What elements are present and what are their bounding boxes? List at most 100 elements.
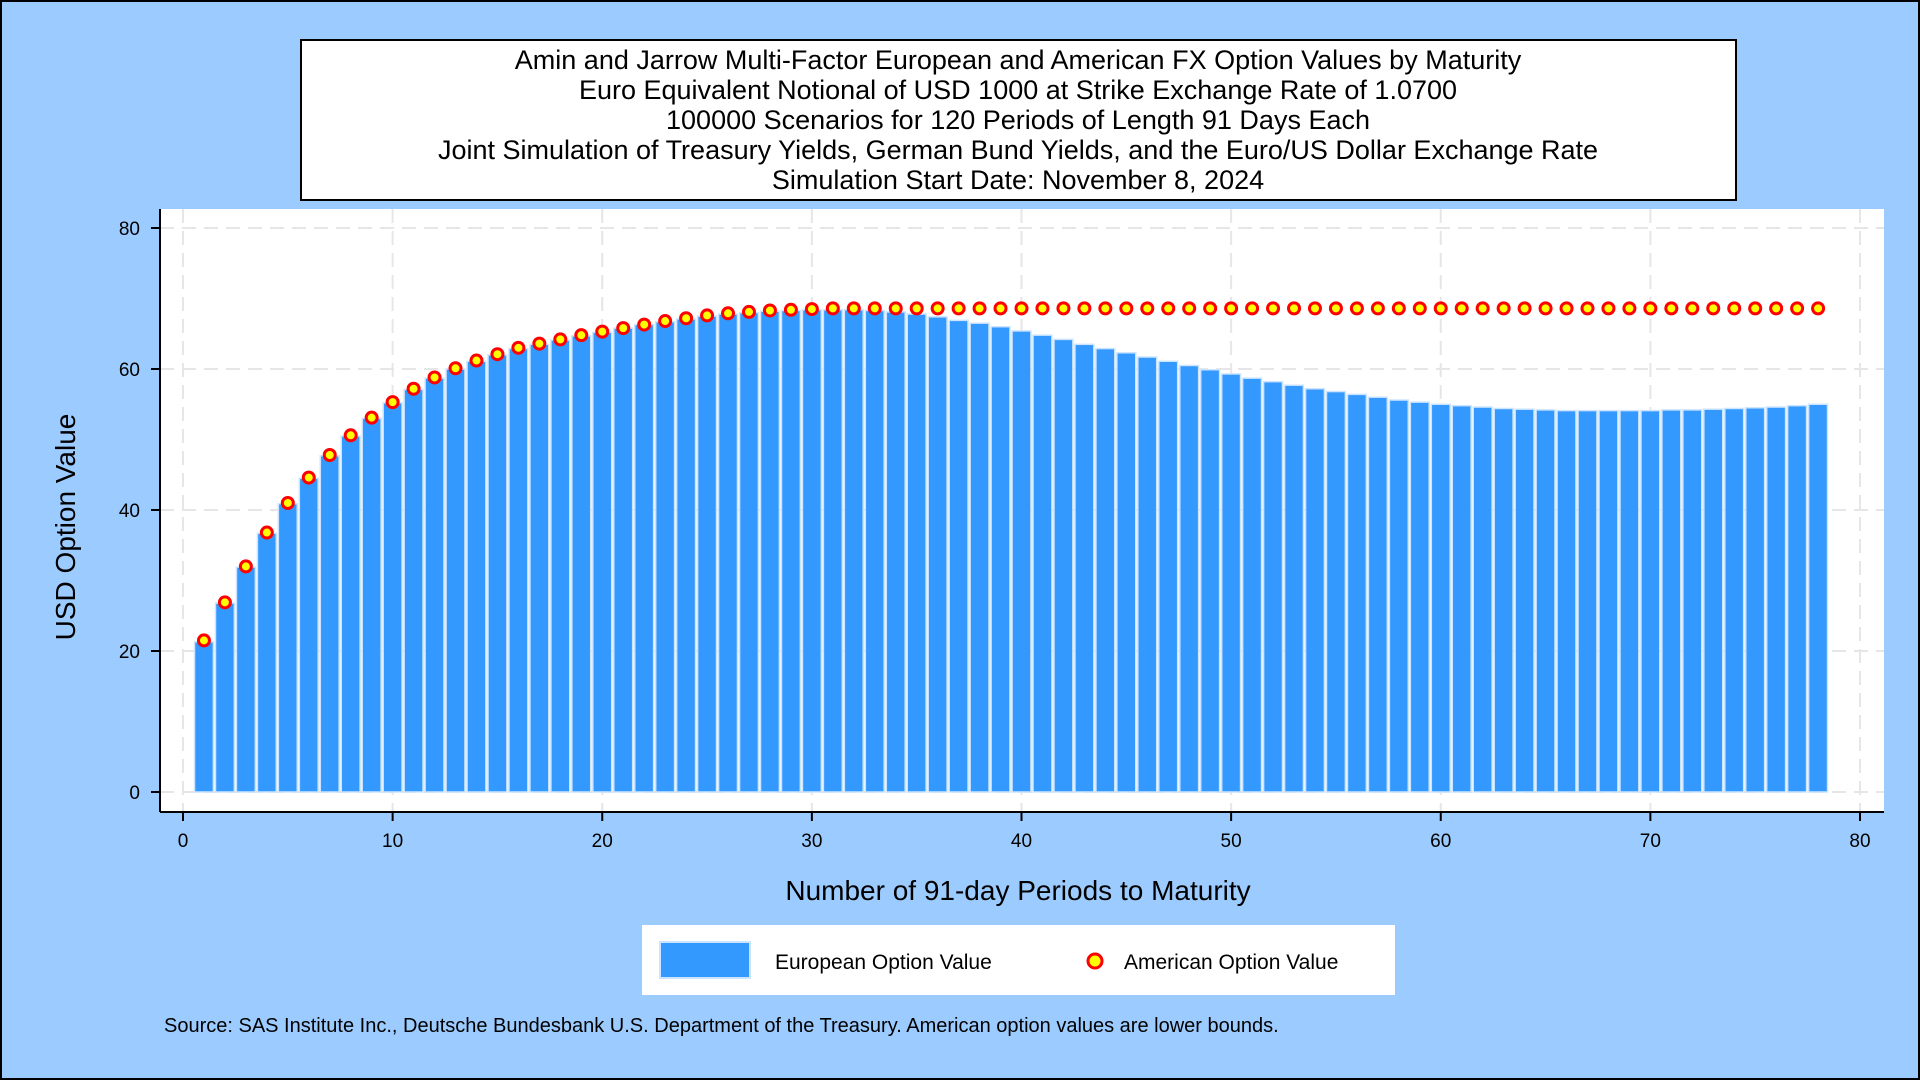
source-note: Source: SAS Institute Inc., Deutsche Bun…: [164, 1015, 1279, 1037]
axis-ticks: 0 10 20 30 40 50 60 70 80 0 20 40 60 80: [119, 219, 1871, 852]
bar-european-61: [1451, 404, 1472, 793]
marker-american-56: [1349, 301, 1364, 316]
bar-european-66: [1556, 409, 1577, 793]
marker-american-72: [1685, 301, 1700, 316]
y-tick-label-0: 0: [129, 783, 140, 804]
marker-american-20: [595, 324, 610, 339]
bar-european-41: [1032, 334, 1053, 793]
marker-american-19: [574, 328, 589, 343]
marker-american-1: [196, 633, 211, 648]
marker-american-21: [616, 321, 631, 336]
marker-american-32: [846, 301, 861, 316]
marker-american-43: [1077, 301, 1092, 316]
y-tick-label-2: 40: [119, 501, 140, 522]
bar-european-64: [1514, 408, 1535, 793]
bar-european-28: [759, 310, 781, 793]
marker-american-35: [909, 301, 924, 316]
marker-american-25: [700, 308, 715, 323]
bar-european-35: [906, 313, 927, 793]
bar-european-38: [969, 322, 990, 793]
bar-european-48: [1179, 364, 1200, 793]
marker-american-50: [1224, 301, 1239, 316]
bar-european-42: [1053, 338, 1074, 793]
y-tick-label-4: 80: [119, 219, 140, 240]
bar-european-8: [340, 435, 361, 793]
bar-european-37: [948, 319, 969, 793]
bar-european-26: [717, 313, 739, 793]
bar-european-71: [1661, 409, 1682, 793]
bar-european-55: [1325, 390, 1347, 793]
legend-label-european: European Option Value: [775, 951, 992, 974]
bar-european-5: [277, 502, 298, 793]
bar-european-51: [1241, 377, 1263, 793]
bar-european-14: [466, 360, 487, 793]
marker-american-62: [1475, 301, 1490, 316]
bar-european-52: [1262, 380, 1284, 793]
marker-american-61: [1454, 301, 1469, 316]
x-tick-label-8: 80: [1849, 831, 1870, 852]
bar-european-16: [508, 347, 529, 793]
bar-european-11: [403, 388, 424, 793]
bar-european-44: [1095, 347, 1116, 793]
marker-american-53: [1287, 301, 1302, 316]
bar-european-32: [843, 309, 864, 793]
x-tick-label-4: 40: [1011, 831, 1032, 852]
bar-european-53: [1283, 384, 1305, 793]
marker-american-5: [280, 495, 295, 510]
bar-european-43: [1074, 343, 1095, 793]
x-tick-label-2: 20: [592, 831, 613, 852]
legend-marker-american: [1086, 952, 1104, 970]
bar-european-3: [235, 566, 257, 793]
marker-american-3: [238, 559, 253, 574]
bar-european-12: [424, 377, 445, 793]
bar-european-65: [1535, 409, 1556, 793]
bar-european-2: [214, 602, 236, 793]
marker-american-55: [1328, 301, 1343, 316]
bar-european-18: [550, 339, 571, 793]
bar-european-17: [529, 343, 550, 793]
marker-american-30: [804, 302, 819, 317]
marker-american-54: [1307, 301, 1322, 316]
marker-american-2: [217, 595, 232, 610]
bar-european-27: [738, 311, 760, 793]
marker-american-29: [783, 302, 798, 317]
marker-american-23: [658, 314, 673, 329]
marker-american-11: [406, 381, 421, 396]
bar-european-70: [1640, 409, 1661, 793]
bar-european-69: [1619, 409, 1640, 793]
x-tick-label-3: 30: [801, 831, 822, 852]
marker-american-7: [322, 448, 337, 463]
marker-american-75: [1748, 301, 1763, 316]
x-tick-label-6: 60: [1430, 831, 1451, 852]
marker-american-15: [490, 347, 505, 362]
bar-european-57: [1367, 396, 1389, 793]
marker-american-45: [1119, 301, 1134, 316]
bar-european-47: [1158, 360, 1179, 793]
marker-american-31: [825, 301, 840, 316]
marker-american-44: [1098, 301, 1113, 316]
bar-european-60: [1430, 403, 1451, 793]
marker-american-65: [1538, 301, 1553, 316]
marker-american-37: [951, 301, 966, 316]
bar-european-21: [613, 327, 634, 793]
chart-title-line-4: Joint Simulation of Treasury Yields, Ger…: [438, 135, 1598, 165]
bar-european-72: [1682, 409, 1703, 793]
marker-american-70: [1643, 301, 1658, 316]
chart-title-line-3: 100000 Scenarios for 120 Periods of Leng…: [666, 105, 1370, 135]
bar-european-9: [361, 417, 382, 793]
legend-box: [642, 925, 1395, 995]
marker-american-17: [532, 336, 547, 351]
marker-american-40: [1014, 301, 1029, 316]
x-tick-label-1: 10: [382, 831, 403, 852]
bar-european-73: [1703, 408, 1724, 793]
marker-american-66: [1559, 301, 1574, 316]
bar-european-50: [1220, 373, 1242, 793]
marker-american-68: [1601, 301, 1616, 316]
bar-european-24: [675, 318, 697, 793]
bar-european-20: [592, 331, 613, 793]
marker-american-4: [259, 525, 274, 540]
chart-title-line-1: Amin and Jarrow Multi-Factor European an…: [515, 45, 1522, 75]
x-tick-label-5: 50: [1221, 831, 1242, 852]
marker-american-14: [469, 353, 484, 368]
marker-american-67: [1580, 301, 1595, 316]
